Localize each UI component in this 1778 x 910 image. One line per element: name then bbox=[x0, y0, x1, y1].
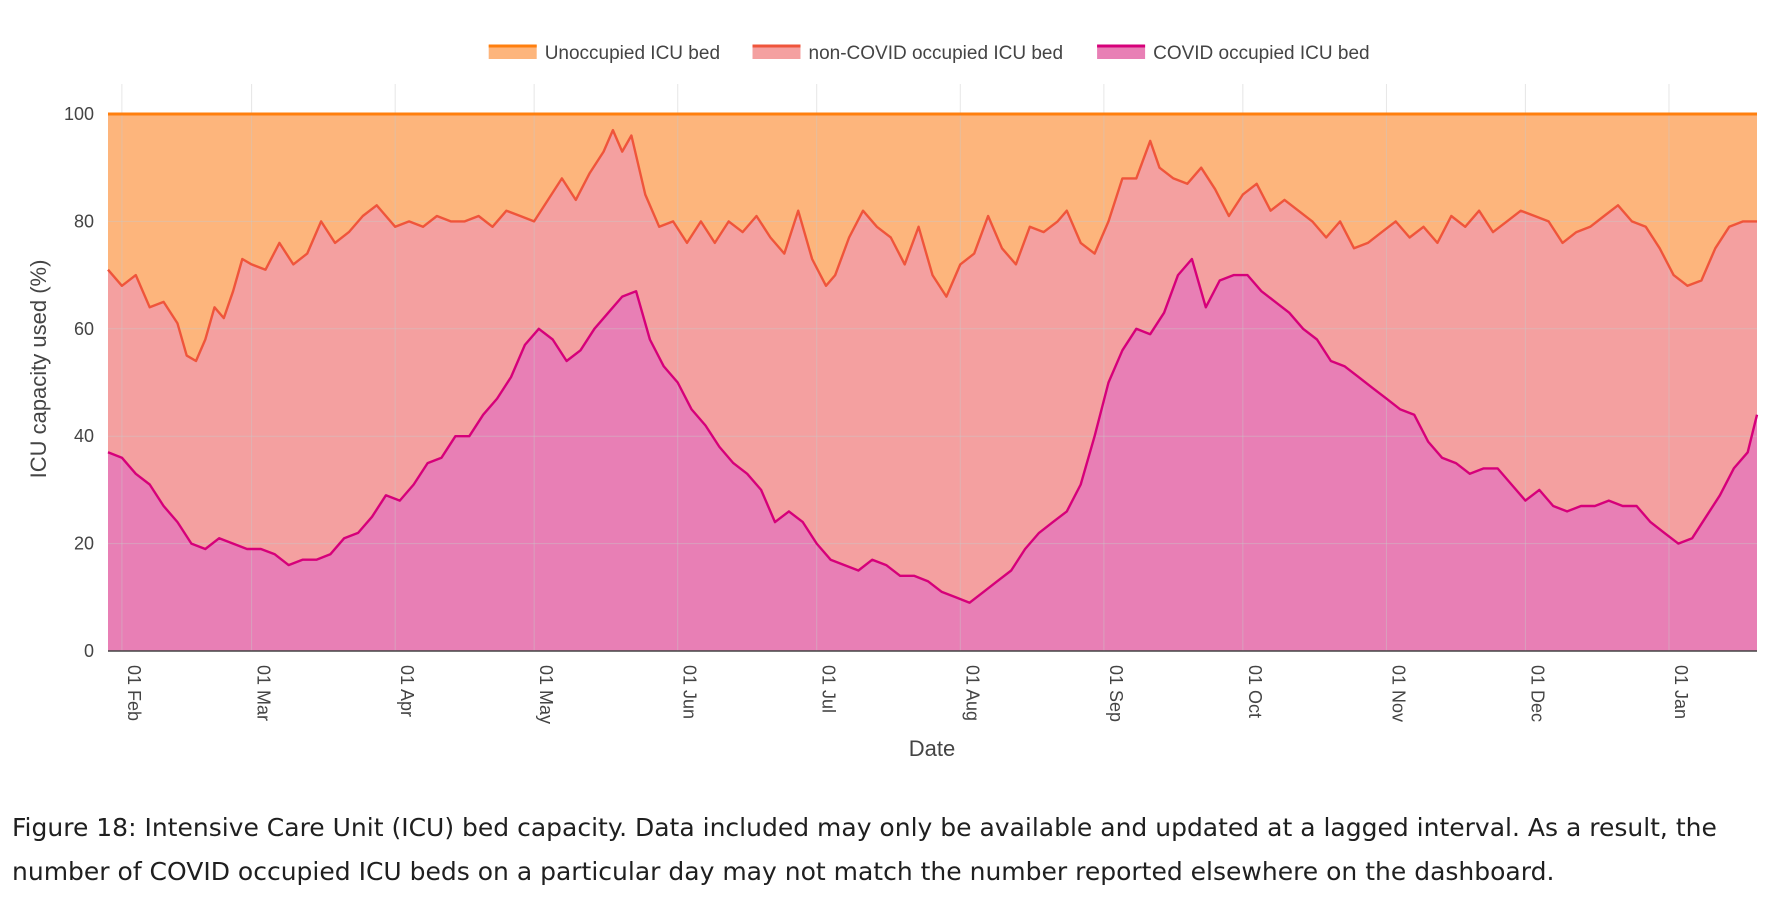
legend: Unoccupied ICU bed non-COVID occupied ICU… bbox=[488, 43, 1370, 64]
x-tick-label: 01 Aug bbox=[962, 665, 982, 721]
y-tick-label: 100 bbox=[64, 104, 94, 124]
line-series-1 bbox=[107, 128, 1757, 363]
x-axis-title: Date bbox=[909, 736, 955, 761]
legend-label: Unoccupied ICU bed bbox=[545, 43, 720, 64]
legend-item-1[interactable]: non-COVID occupied ICU bed bbox=[752, 43, 1064, 64]
x-tick-label: 01 Jun bbox=[680, 665, 700, 719]
legend-item-0[interactable]: Unoccupied ICU bed bbox=[488, 43, 720, 64]
x-tick-label: 01 Oct bbox=[1245, 665, 1265, 718]
x-tick-label: 01 Mar bbox=[254, 665, 274, 721]
x-tick-label: 01 Sep bbox=[1106, 665, 1126, 722]
y-tick-label: 40 bbox=[74, 426, 94, 446]
figure-caption: Figure 18: Intensive Care Unit (ICU) bed… bbox=[12, 813, 1717, 886]
x-tick-label: 01 Nov bbox=[1388, 665, 1408, 722]
icu-capacity-chart: Unoccupied ICU bed non-COVID occupied ICU… bbox=[26, 43, 1759, 761]
x-tick-label: 01 Apr bbox=[397, 665, 417, 717]
axes: 0 20 40 60 80 100 01 Feb 01 Mar 01 Apr 01 May 01 J… bbox=[64, 104, 1757, 724]
y-tick-label: 20 bbox=[74, 534, 94, 554]
legend-swatch bbox=[1097, 45, 1146, 59]
y-tick-label: 80 bbox=[74, 211, 94, 231]
legend-swatch bbox=[752, 45, 801, 59]
x-tick-label: 01 Feb bbox=[124, 665, 144, 721]
y-tick-label: 0 bbox=[84, 641, 94, 661]
legend-label: COVID occupied ICU bed bbox=[1153, 43, 1370, 64]
x-tick-label: 01 Dec bbox=[1527, 665, 1547, 722]
x-tick-label: 01 Jul bbox=[819, 665, 839, 713]
legend-label: non-COVID occupied ICU bed bbox=[809, 43, 1064, 64]
y-tick-label: 60 bbox=[74, 319, 94, 339]
legend-swatch bbox=[488, 45, 537, 59]
y-axis-title: ICU capacity used (%) bbox=[26, 260, 51, 479]
x-tick-label: 01 Jan bbox=[1671, 665, 1691, 719]
line-series-2 bbox=[107, 257, 1759, 604]
x-tick-label: 01 May bbox=[536, 665, 556, 724]
chart-areas bbox=[108, 114, 1757, 652]
legend-item-2[interactable]: COVID occupied ICU bed bbox=[1097, 43, 1370, 64]
chart-lines bbox=[107, 112, 1759, 604]
chart-svg: Unoccupied ICU bed non-COVID occupied ICU… bbox=[26, 43, 1759, 761]
